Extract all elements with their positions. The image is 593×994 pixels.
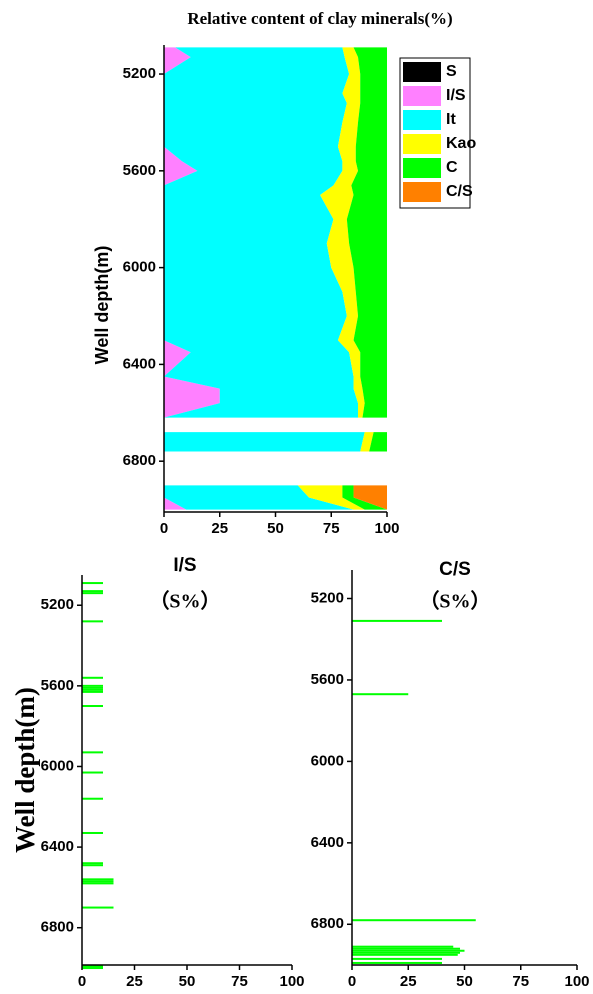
x-tick-label: 75 xyxy=(323,520,340,537)
bar xyxy=(82,880,114,883)
chart-subtitle: （S%） xyxy=(149,590,220,613)
bar xyxy=(352,949,465,952)
area xyxy=(369,432,387,452)
x-tick-label: 25 xyxy=(211,520,228,537)
area xyxy=(164,47,220,418)
bar xyxy=(352,951,460,954)
bar xyxy=(82,592,103,595)
area xyxy=(164,485,187,510)
area xyxy=(346,47,387,418)
area xyxy=(164,432,365,452)
bar xyxy=(82,882,114,885)
bar xyxy=(352,619,442,622)
x-tick-label: 50 xyxy=(456,973,473,990)
bar xyxy=(352,957,442,960)
y-tick-label: 6800 xyxy=(123,452,156,469)
bar xyxy=(82,862,103,865)
bar xyxy=(82,831,103,834)
y-tick-label: 6400 xyxy=(123,355,156,372)
legend-label: I/S xyxy=(446,87,466,104)
y-tick-label: 6400 xyxy=(41,838,74,855)
bar xyxy=(82,967,103,970)
x-tick-label: 50 xyxy=(179,973,196,990)
bar xyxy=(82,684,103,687)
bar xyxy=(352,693,409,696)
bar xyxy=(82,590,103,593)
bar xyxy=(352,919,476,922)
bar xyxy=(82,676,103,679)
x-tick-label: 50 xyxy=(267,520,284,537)
y-tick-label: 5200 xyxy=(311,589,344,606)
bar xyxy=(82,878,114,881)
area xyxy=(297,485,365,510)
legend-swatch xyxy=(403,134,441,154)
x-tick-label: 0 xyxy=(348,973,356,990)
bar xyxy=(82,620,103,623)
legend-label: C/S xyxy=(446,183,473,200)
bar xyxy=(82,771,103,774)
bar xyxy=(82,705,103,708)
x-tick-label: 0 xyxy=(160,520,168,537)
chart-title: C/S xyxy=(439,559,471,580)
legend-swatch xyxy=(403,110,441,130)
y-tick-label: 6400 xyxy=(311,834,344,851)
y-tick-label: 6800 xyxy=(311,915,344,932)
bar xyxy=(82,688,103,691)
y-tick-label: 5200 xyxy=(123,65,156,82)
x-tick-label: 75 xyxy=(512,973,529,990)
bar xyxy=(352,945,454,948)
y-axis-label: Well depth(m) xyxy=(10,687,40,853)
bar xyxy=(82,690,103,693)
chart-title: Relative content of clay minerals(%) xyxy=(187,9,452,28)
area xyxy=(164,485,354,510)
x-tick-label: 25 xyxy=(400,973,417,990)
y-tick-label: 5600 xyxy=(123,162,156,179)
bar xyxy=(82,906,114,909)
legend-label: Kao xyxy=(446,135,476,152)
area xyxy=(320,47,365,418)
y-tick-label: 6800 xyxy=(41,919,74,936)
x-tick-label: 0 xyxy=(78,973,86,990)
bar xyxy=(82,751,103,754)
legend-swatch xyxy=(403,62,441,82)
area xyxy=(353,485,387,510)
area xyxy=(360,432,374,452)
y-tick-label: 6000 xyxy=(41,757,74,774)
legend-label: C xyxy=(446,159,458,176)
chart-title: I/S xyxy=(173,555,196,576)
legend-label: S xyxy=(446,63,457,80)
bar xyxy=(82,864,103,867)
chart-subtitle: （S%） xyxy=(419,590,490,613)
bar xyxy=(82,686,103,689)
y-tick-label: 6000 xyxy=(123,259,156,276)
x-tick-label: 75 xyxy=(231,973,248,990)
x-tick-label: 100 xyxy=(374,520,399,537)
y-tick-label: 5600 xyxy=(311,671,344,688)
legend-swatch xyxy=(403,158,441,178)
bar xyxy=(352,947,460,950)
area xyxy=(164,47,359,418)
legend-swatch xyxy=(403,86,441,106)
y-tick-label: 6000 xyxy=(311,752,344,769)
x-tick-label: 100 xyxy=(279,973,304,990)
bar xyxy=(82,797,103,800)
y-axis-label: Well depth(m) xyxy=(92,246,112,365)
bar xyxy=(352,961,442,964)
y-tick-label: 5600 xyxy=(41,677,74,694)
x-tick-label: 100 xyxy=(564,973,589,990)
y-tick-label: 5200 xyxy=(41,596,74,613)
x-tick-label: 25 xyxy=(126,973,143,990)
bar xyxy=(82,582,103,585)
legend-label: It xyxy=(446,111,456,128)
bar xyxy=(82,965,103,968)
bar xyxy=(352,953,458,956)
legend-swatch xyxy=(403,182,441,202)
